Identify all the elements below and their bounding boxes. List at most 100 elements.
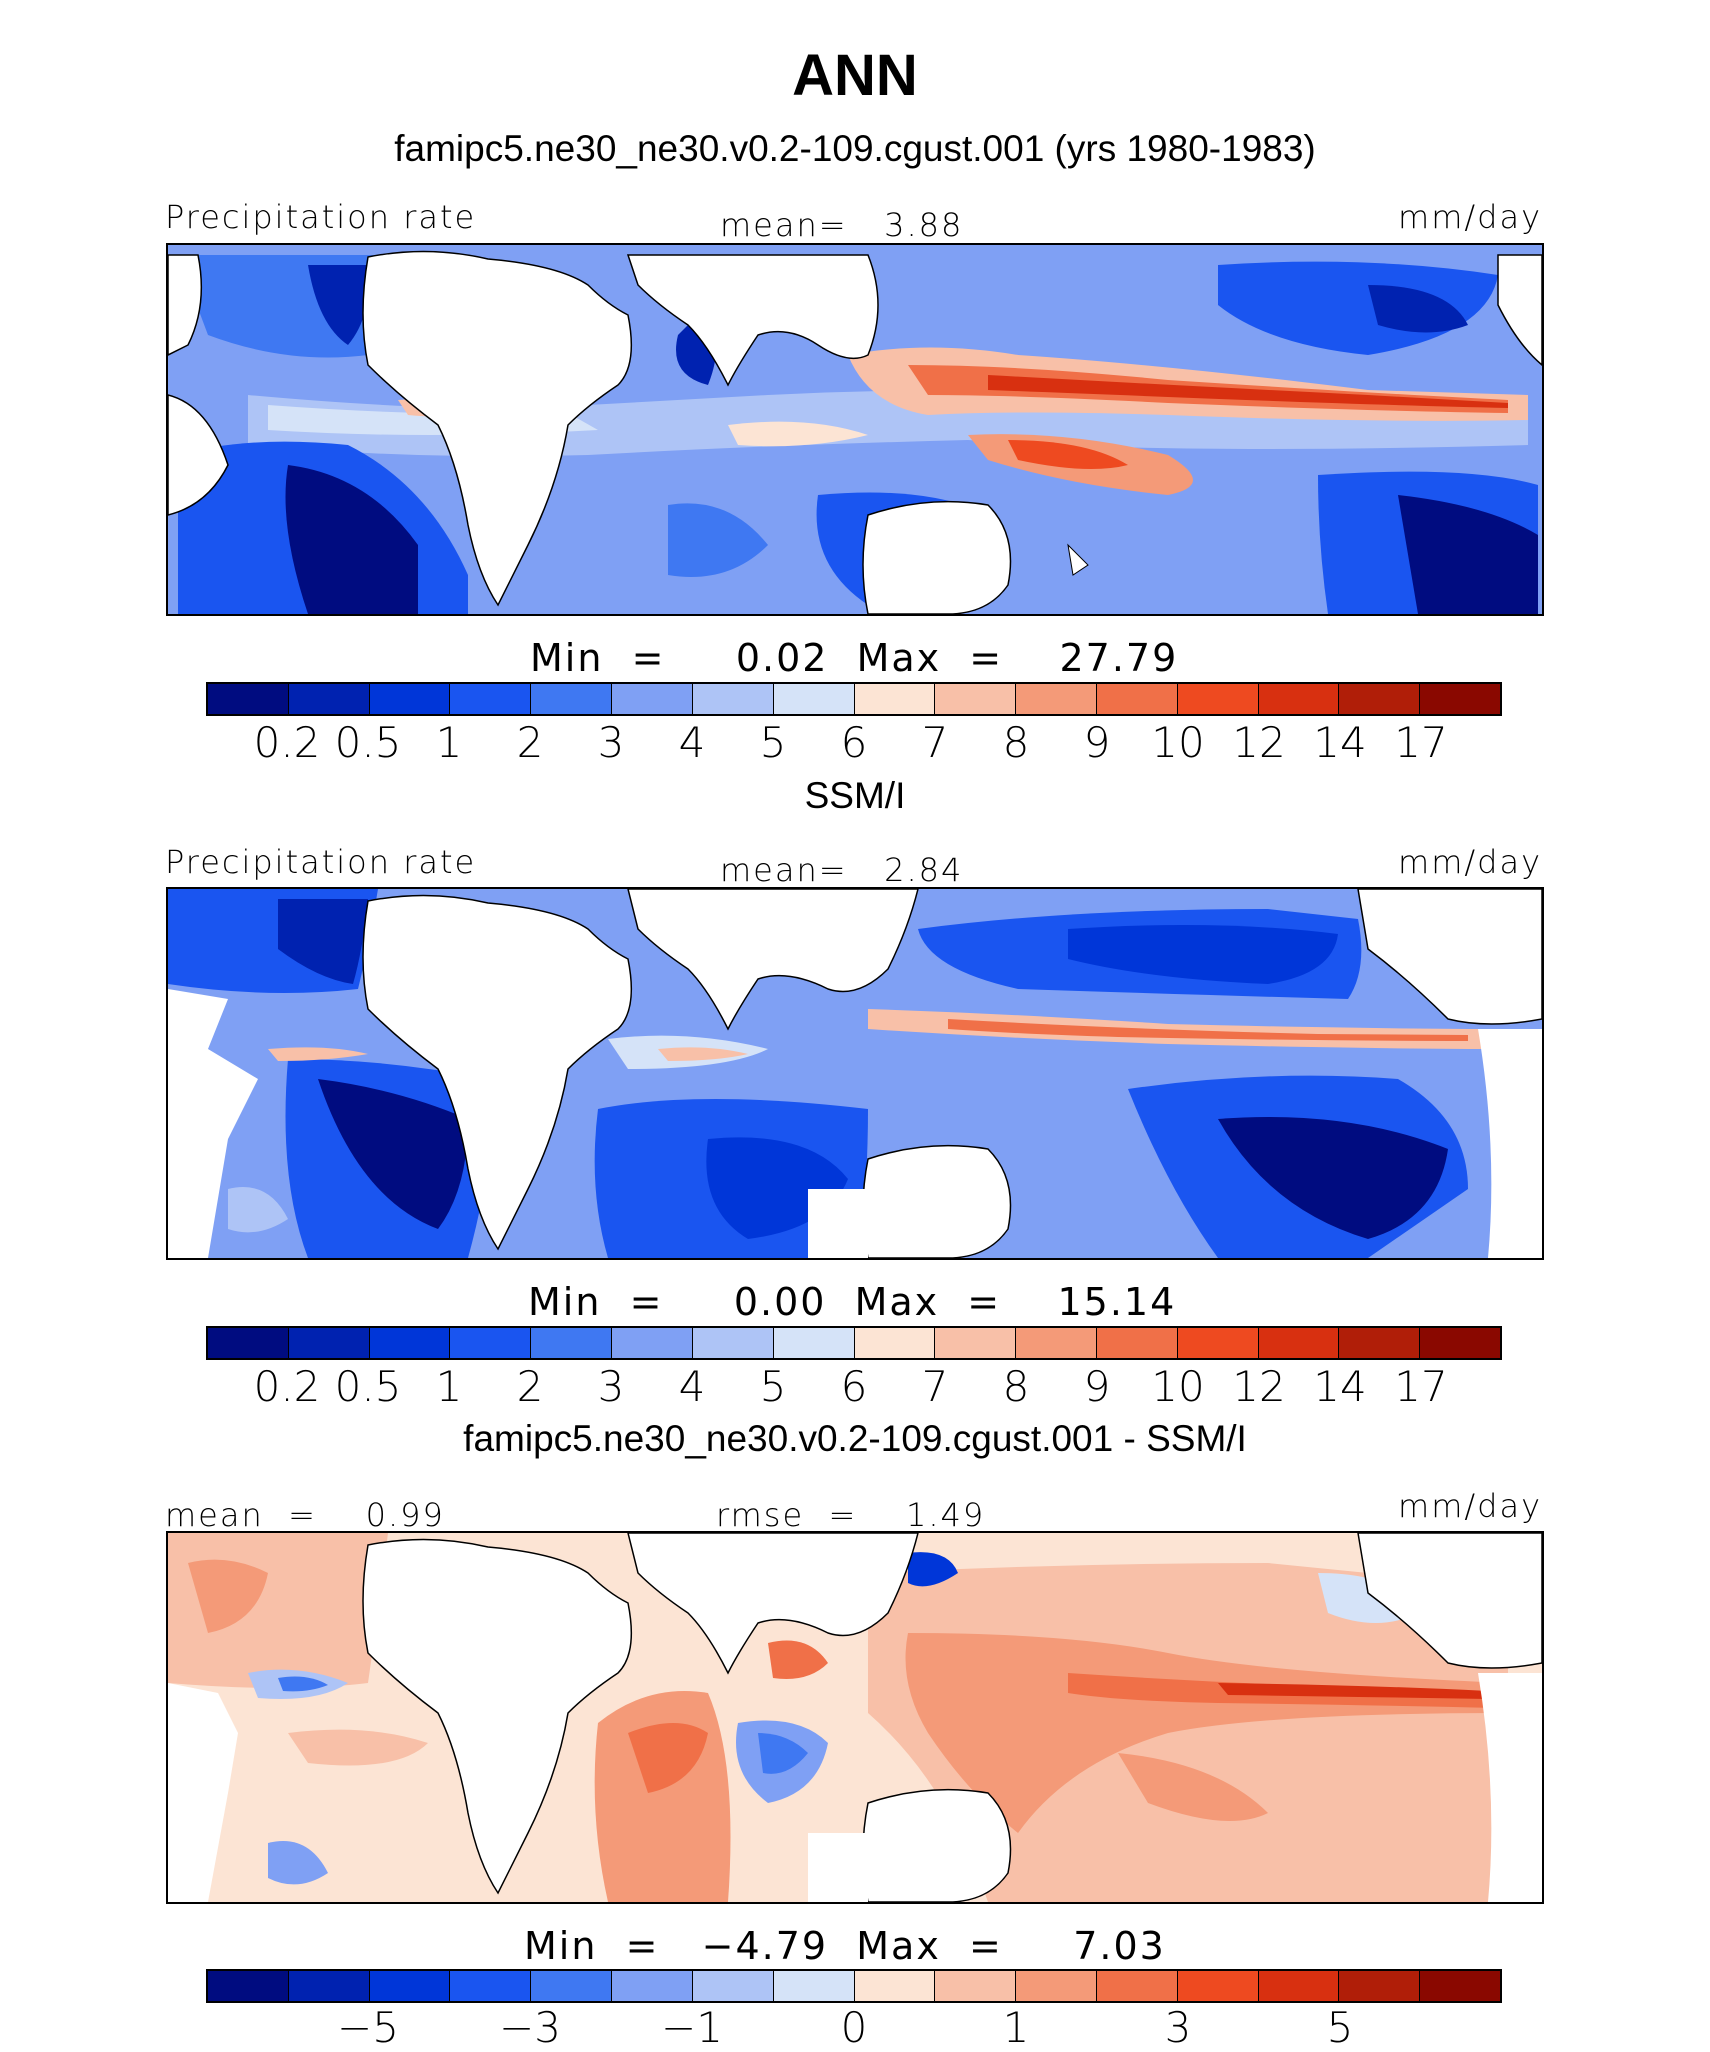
colorbar-swatch [935,1328,1017,1358]
colorbar-swatch [692,684,774,714]
colorbar-swatch [288,1971,370,2001]
colorbar-tick-label: 0.2 [253,718,321,767]
panel-2-min-max: Min = 0.00 Max = 15.14 [528,1280,1177,1324]
colorbar-swatch [1096,1328,1178,1358]
panel-2-colorbar [206,1326,1502,1360]
colorbar-swatch [531,1971,613,2001]
colorbar-tick-label: 5 [759,718,787,767]
colorbar-swatch [854,1328,936,1358]
colorbar-swatch [208,1971,289,2001]
colorbar-swatch [1420,684,1500,714]
panel-1-min-max: Min = 0.02 Max = 27.79 [530,636,1179,680]
colorbar-swatch [773,1971,855,2001]
colorbar-swatch [612,1971,693,2001]
panel-3-colorbar [206,1969,1502,2003]
colorbar-swatch [1258,1328,1340,1358]
colorbar-tick-label: 6 [840,718,868,767]
panel-2-title: SSM/I [804,775,906,816]
panel-2-map [166,887,1544,1260]
colorbar-tick-label: 4 [678,718,706,767]
panel-3-field [168,1533,1542,1902]
panel-1-field [168,245,1542,614]
colorbar-swatch [1339,684,1421,714]
panel-1-colorbar [206,682,1502,716]
colorbar-swatch [288,1328,370,1358]
colorbar-tick-label: 0 [840,2003,868,2052]
colorbar-swatch [612,684,693,714]
colorbar-swatch [208,684,289,714]
colorbar-tick-label: 1 [435,718,463,767]
colorbar-tick-label: 3 [597,1362,625,1411]
colorbar-swatch [1096,1971,1178,2001]
colorbar-tick-label: 9 [1083,718,1111,767]
colorbar-tick-label: 1 [1002,2003,1030,2052]
panel-3-map [166,1531,1544,1904]
panel-1-mean-label: mean= 3.88 [720,206,964,244]
panel-2-field [168,889,1542,1258]
colorbar-tick-label: 12 [1232,718,1286,767]
colorbar-swatch [1258,684,1340,714]
colorbar-swatch [1016,684,1097,714]
panel-2-mean-label: mean= 2.84 [720,851,964,889]
colorbar-tick-label: 3 [597,718,625,767]
colorbar-swatch [1177,1971,1259,2001]
panel-1-variable-label: Precipitation rate [165,198,477,236]
colorbar-swatch [773,684,855,714]
panel-3-rmse-label: rmse = 1.49 [716,1496,986,1534]
colorbar-tick-label: 7 [921,1362,949,1411]
colorbar-tick-label: 6 [840,1362,868,1411]
colorbar-tick-label: 2 [516,1362,544,1411]
colorbar-tick-label: 14 [1313,1362,1367,1411]
colorbar-swatch [1177,684,1259,714]
colorbar-swatch [450,1328,532,1358]
colorbar-swatch [1420,1971,1500,2001]
colorbar-tick-label: 3 [1164,2003,1192,2052]
panel-3-units-label: mm/day [1398,1487,1542,1525]
colorbar-swatch [935,684,1017,714]
colorbar-tick-label: 9 [1083,1362,1111,1411]
colorbar-tick-label: 5 [759,1362,787,1411]
colorbar-tick-label: 1 [435,1362,463,1411]
colorbar-tick-label: 12 [1232,1362,1286,1411]
colorbar-tick-label: 10 [1151,1362,1205,1411]
colorbar-tick-label: 4 [678,1362,706,1411]
panel-2-units-label: mm/day [1398,843,1542,881]
colorbar-swatch [1096,684,1178,714]
colorbar-swatch [692,1328,774,1358]
colorbar-swatch [692,1971,774,2001]
panel-1-units-label: mm/day [1398,198,1542,236]
colorbar-tick-label: −3 [499,2003,561,2052]
colorbar-tick-label: 0.5 [334,1362,402,1411]
panel-2-variable-label: Precipitation rate [165,843,477,881]
colorbar-tick-label: 0.5 [334,718,402,767]
colorbar-tick-label: 17 [1394,1362,1448,1411]
panel-3-title: famipc5.ne30_ne30.v0.2-109.cgust.001 - S… [463,1418,1247,1459]
panel-3-mean-label: mean = 0.99 [165,1496,445,1534]
colorbar-swatch [612,1328,693,1358]
colorbar-swatch [773,1328,855,1358]
colorbar-swatch [935,1971,1017,2001]
colorbar-swatch [531,1328,613,1358]
colorbar-swatch [450,684,532,714]
colorbar-tick-label: −1 [661,2003,723,2052]
colorbar-swatch [1420,1328,1500,1358]
colorbar-swatch [208,1328,289,1358]
colorbar-swatch [854,684,936,714]
colorbar-swatch [288,684,370,714]
colorbar-swatch [450,1971,532,2001]
colorbar-tick-label: 0.2 [253,1362,321,1411]
colorbar-swatch [369,1328,451,1358]
colorbar-swatch [854,1971,936,2001]
figure-title: ANN [792,43,918,108]
colorbar-swatch [1339,1971,1421,2001]
colorbar-tick-label: 10 [1151,718,1205,767]
panel-1-title: famipc5.ne30_ne30.v0.2-109.cgust.001 (yr… [394,128,1316,169]
panel-3-min-max: Min = −4.79 Max = 7.03 [524,1924,1166,1968]
colorbar-tick-label: 8 [1002,1362,1030,1411]
colorbar-tick-label: −5 [337,2003,399,2052]
colorbar-tick-label: 17 [1394,718,1448,767]
colorbar-tick-label: 7 [921,718,949,767]
colorbar-swatch [1339,1328,1421,1358]
colorbar-swatch [1016,1971,1097,2001]
colorbar-swatch [531,684,613,714]
